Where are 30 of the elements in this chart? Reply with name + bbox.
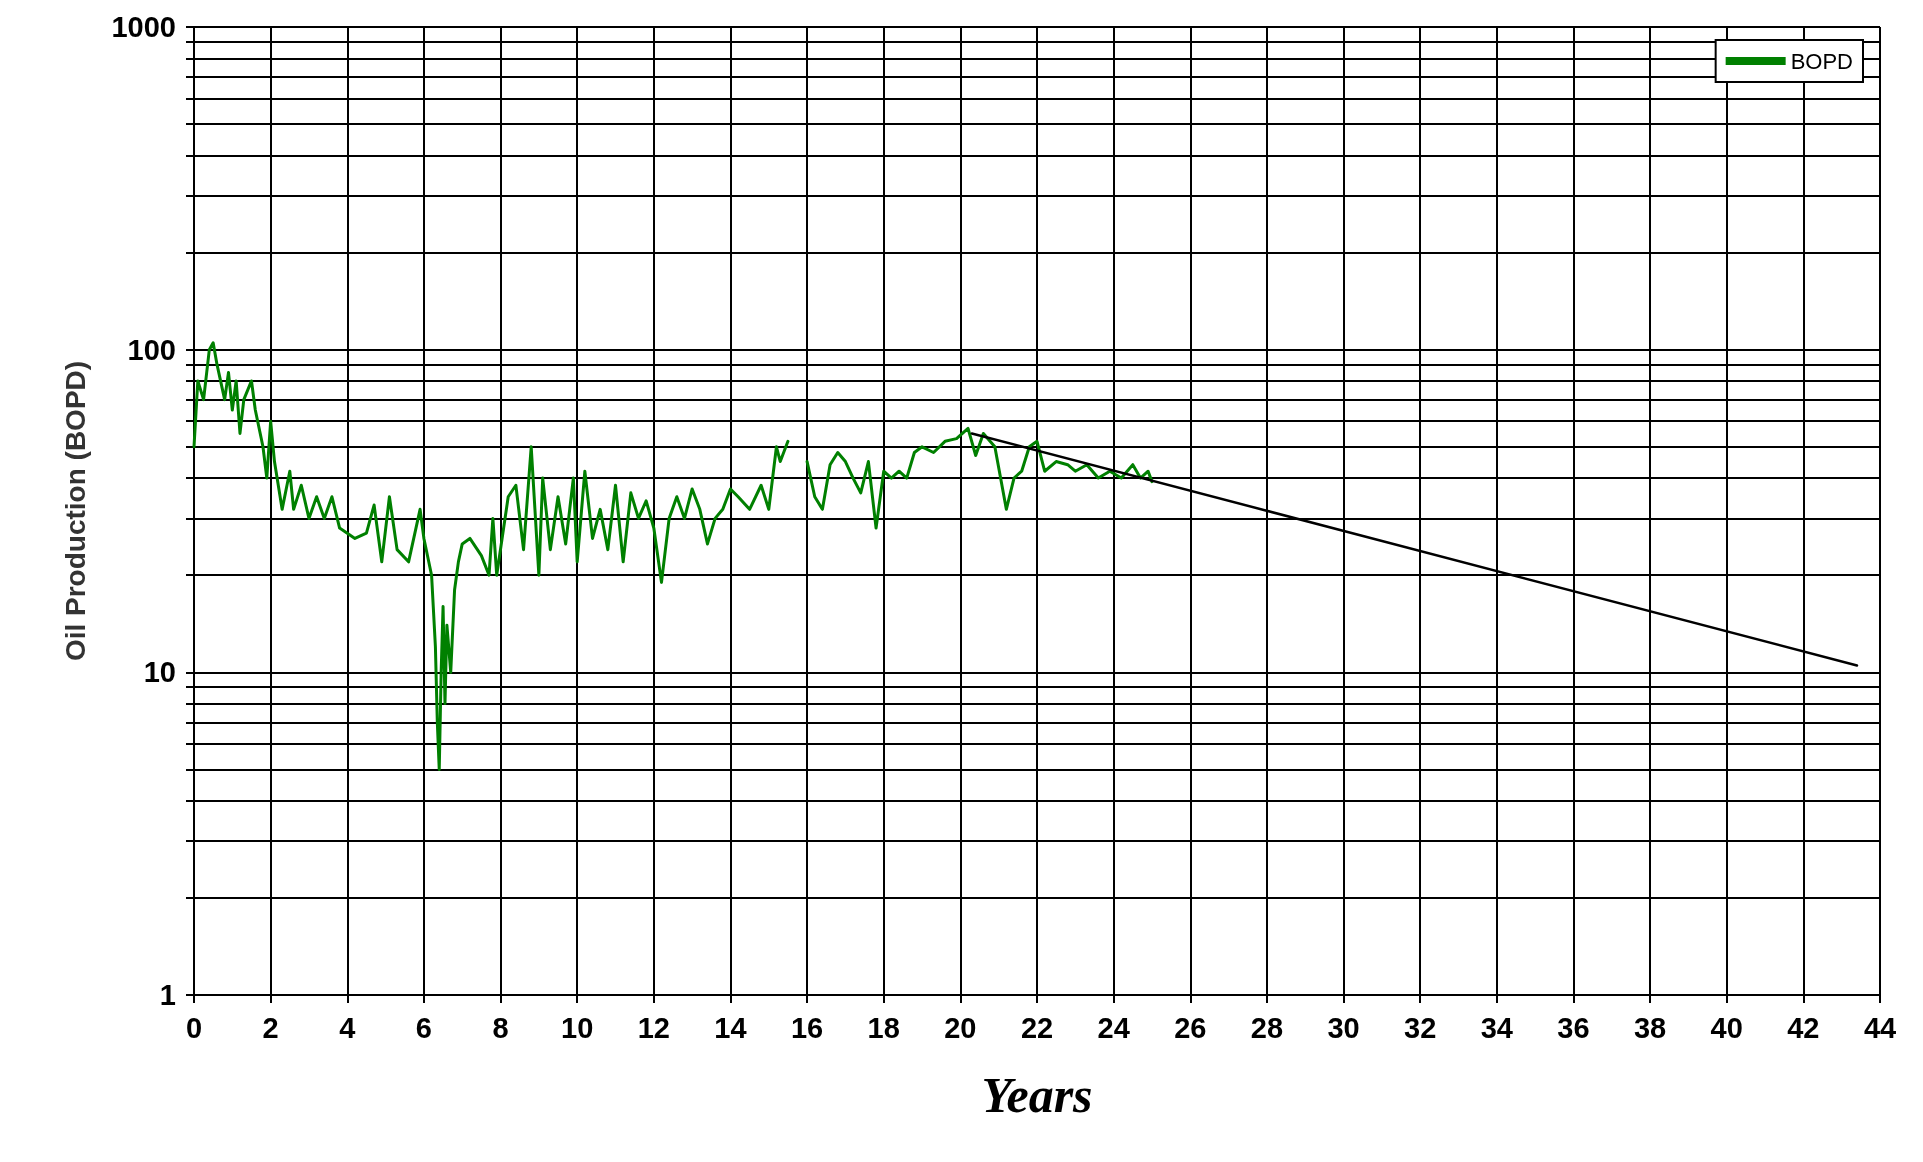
x-tick-label: 22 [1020, 1011, 1054, 1044]
x-tick-label: 2 [262, 1011, 279, 1044]
x-tick-label: 26 [1174, 1011, 1207, 1044]
x-tick-label: 20 [944, 1011, 977, 1044]
x-tick-label: 6 [415, 1011, 432, 1044]
x-tick-label: 10 [561, 1011, 594, 1044]
x-tick-label: 24 [1097, 1011, 1130, 1044]
x-tick-label: 32 [1404, 1011, 1437, 1044]
x-tick-label: 14 [714, 1011, 747, 1044]
x-tick-label: 30 [1327, 1011, 1360, 1044]
x-tick-label: 40 [1710, 1011, 1743, 1044]
y-axis-title: Oil Production (BOPD) [59, 360, 91, 662]
x-axis-title: Years [981, 1067, 1093, 1123]
x-tick-label: 42 [1787, 1011, 1820, 1044]
x-tick-label: 4 [339, 1011, 356, 1044]
y-tick-label: 100 [127, 333, 176, 366]
x-tick-label: 36 [1557, 1011, 1590, 1044]
y-tick-label: 1 [159, 979, 176, 1011]
x-tick-label: 38 [1633, 1011, 1667, 1044]
x-tick-label: 34 [1480, 1011, 1513, 1044]
x-tick-label: 18 [867, 1011, 900, 1044]
x-tick-label: 12 [637, 1011, 670, 1044]
x-tick-label: 0 [185, 1011, 203, 1044]
y-tick-label: 10 [143, 656, 176, 689]
y-tick-label: 1000 [111, 11, 176, 43]
x-tick-label: 8 [492, 1011, 509, 1044]
x-tick-label: 44 [1863, 1011, 1897, 1044]
legend-label: BOPD [1790, 48, 1854, 74]
x-tick-label: 16 [790, 1011, 824, 1044]
x-tick-label: 28 [1250, 1011, 1284, 1044]
